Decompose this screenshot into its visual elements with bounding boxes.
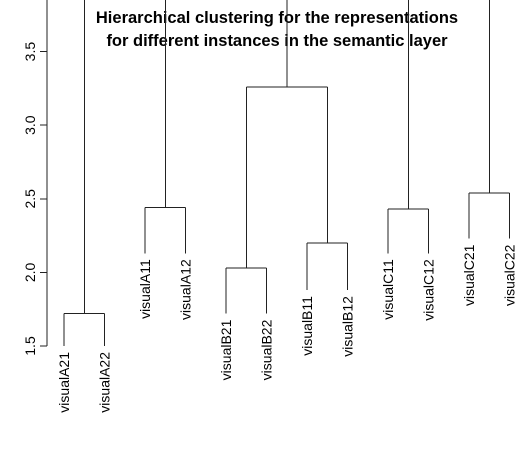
leaf-label: visualC11	[380, 259, 396, 320]
leaf-label: visualB21	[218, 319, 234, 380]
leaf-label: visualC22	[502, 244, 518, 306]
chart-title-line-2: for different instances in the semantic …	[106, 32, 448, 50]
leaf-label: visualA22	[97, 352, 113, 413]
chart-title-line-1: Hierarchical clustering for the represen…	[96, 9, 458, 27]
leaf-label: visualA21	[56, 352, 72, 413]
leaf-labels: visualA21 visualA22 visualA11 visualA12 visu…	[56, 244, 518, 412]
y-tick-label: 1.5	[22, 336, 38, 356]
leaf-label: visualB22	[259, 319, 275, 380]
leaf-label: visualB11	[299, 296, 315, 356]
y-tick-label: 3.5	[22, 42, 38, 62]
y-tick-label: 3.0	[22, 115, 38, 135]
y-tick-label: 2.5	[22, 189, 38, 209]
leaf-label: visualA12	[178, 259, 194, 320]
y-tick-label: 2.0	[22, 262, 38, 282]
y-axis: 1.52.02.53.03.54.04.55.0	[22, 0, 48, 356]
dendrogram-branches	[63, 0, 510, 346]
leaf-label: visualB12	[340, 296, 356, 357]
leaf-label: visualC12	[421, 259, 437, 321]
leaf-label: visualC21	[461, 244, 477, 306]
leaf-label: visualA11	[137, 259, 153, 319]
